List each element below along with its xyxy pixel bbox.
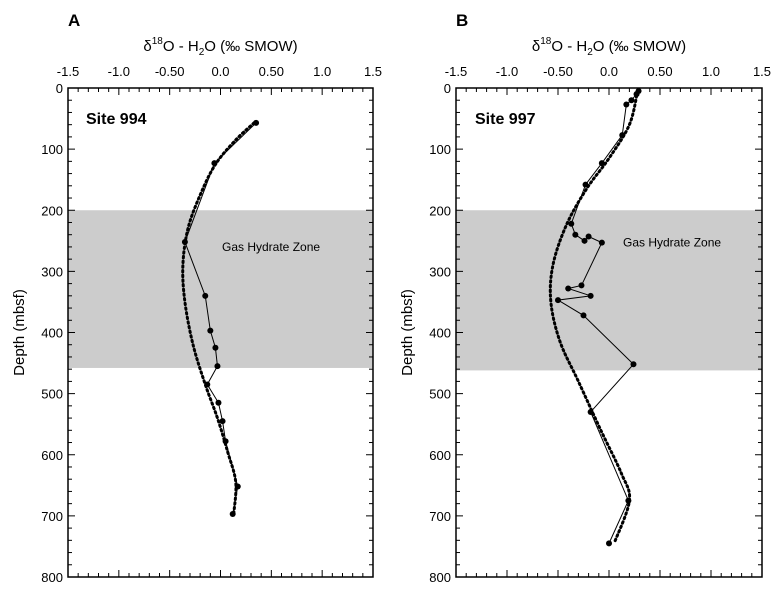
- data-point: [565, 285, 572, 292]
- panel-letter: A: [68, 11, 80, 30]
- site-label: Site 997: [475, 111, 536, 128]
- data-point: [572, 231, 579, 238]
- x-tick-label: 0.0: [600, 64, 618, 79]
- x-axis-title: δ18O - H2O (‰ SMOW): [532, 36, 686, 58]
- panel-letter: B: [456, 11, 468, 30]
- x-axis-title: δ18O - H2O (‰ SMOW): [143, 36, 297, 58]
- data-point: [568, 220, 575, 227]
- x-tick-label: -1.5: [57, 64, 79, 79]
- x-tick-label: 1.0: [702, 64, 720, 79]
- x-tick-label: -0.50: [155, 64, 185, 79]
- y-tick-label: 200: [429, 203, 451, 218]
- y-tick-label: 400: [429, 326, 451, 341]
- x-tick-label: 0.50: [647, 64, 672, 79]
- y-tick-label: 700: [41, 509, 63, 524]
- data-point: [598, 239, 605, 246]
- data-point: [628, 97, 635, 104]
- data-point: [219, 418, 226, 425]
- y-tick-label: 100: [41, 142, 63, 157]
- panel-b: Gas Hydrate Zone -1.5 -1.0 -0.50 0.0 0.50 1.0 1…: [399, 11, 771, 585]
- data-point: [606, 540, 612, 547]
- data-point: [581, 237, 588, 244]
- data-point: [578, 282, 585, 289]
- data-point: [580, 312, 587, 319]
- gas-hydrate-zone-label: Gas Hydrate Zone: [222, 240, 320, 254]
- model-curve-dotted: [548, 89, 640, 545]
- data-point: [212, 344, 219, 351]
- gas-hydrate-zone: [68, 210, 373, 368]
- data-point: [555, 297, 561, 304]
- x-tick-label: 0.50: [259, 64, 284, 79]
- data-point: [202, 292, 209, 299]
- y-axis-title: Depth (mbsf): [11, 289, 28, 376]
- gas-hydrate-zone-label: Gas Hydrate Zone: [623, 235, 721, 249]
- x-tick-label: 1.0: [313, 64, 331, 79]
- x-tick-label: -0.50: [543, 64, 573, 79]
- data-point: [207, 327, 214, 334]
- y-tick-label: 400: [41, 326, 63, 341]
- y-tick-label: 600: [41, 448, 63, 463]
- x-tick-label: 0.0: [211, 64, 229, 79]
- data-point: [215, 399, 222, 406]
- data-point: [623, 101, 630, 108]
- y-tick-label: 300: [429, 264, 451, 279]
- data-point: [630, 361, 637, 368]
- gas-hydrate-zone: [456, 210, 762, 371]
- y-tick-label: 800: [41, 570, 63, 585]
- y-tick-label: 300: [41, 264, 63, 279]
- x-tick-label: -1.5: [445, 64, 467, 79]
- data-point: [214, 363, 221, 370]
- y-tick-label: 500: [41, 387, 63, 402]
- y-tick-label: 700: [429, 509, 451, 524]
- y-axis-title: Depth (mbsf): [399, 289, 416, 376]
- x-tick-label: 1.5: [364, 64, 382, 79]
- data-point: [587, 292, 594, 299]
- model-curve-dotted: [181, 121, 256, 516]
- y-tick-label: 100: [429, 142, 451, 157]
- x-tick-label: 1.5: [753, 64, 771, 79]
- x-tick-label: -1.0: [496, 64, 518, 79]
- y-tick-label: 0: [56, 81, 63, 96]
- y-tick-label: 800: [429, 570, 451, 585]
- y-tick-label: 600: [429, 448, 451, 463]
- y-tick-label: 0: [444, 81, 451, 96]
- site-label: Site 994: [86, 111, 147, 128]
- x-tick-label: -1.0: [108, 64, 130, 79]
- y-tick-label: 500: [429, 387, 451, 402]
- panel-a: Gas Hydrate Zone -1.5 -1.0 -0.50 0.0 0.50 1.0 1…: [11, 11, 382, 585]
- data-point: [585, 233, 592, 240]
- y-tick-label: 200: [41, 203, 63, 218]
